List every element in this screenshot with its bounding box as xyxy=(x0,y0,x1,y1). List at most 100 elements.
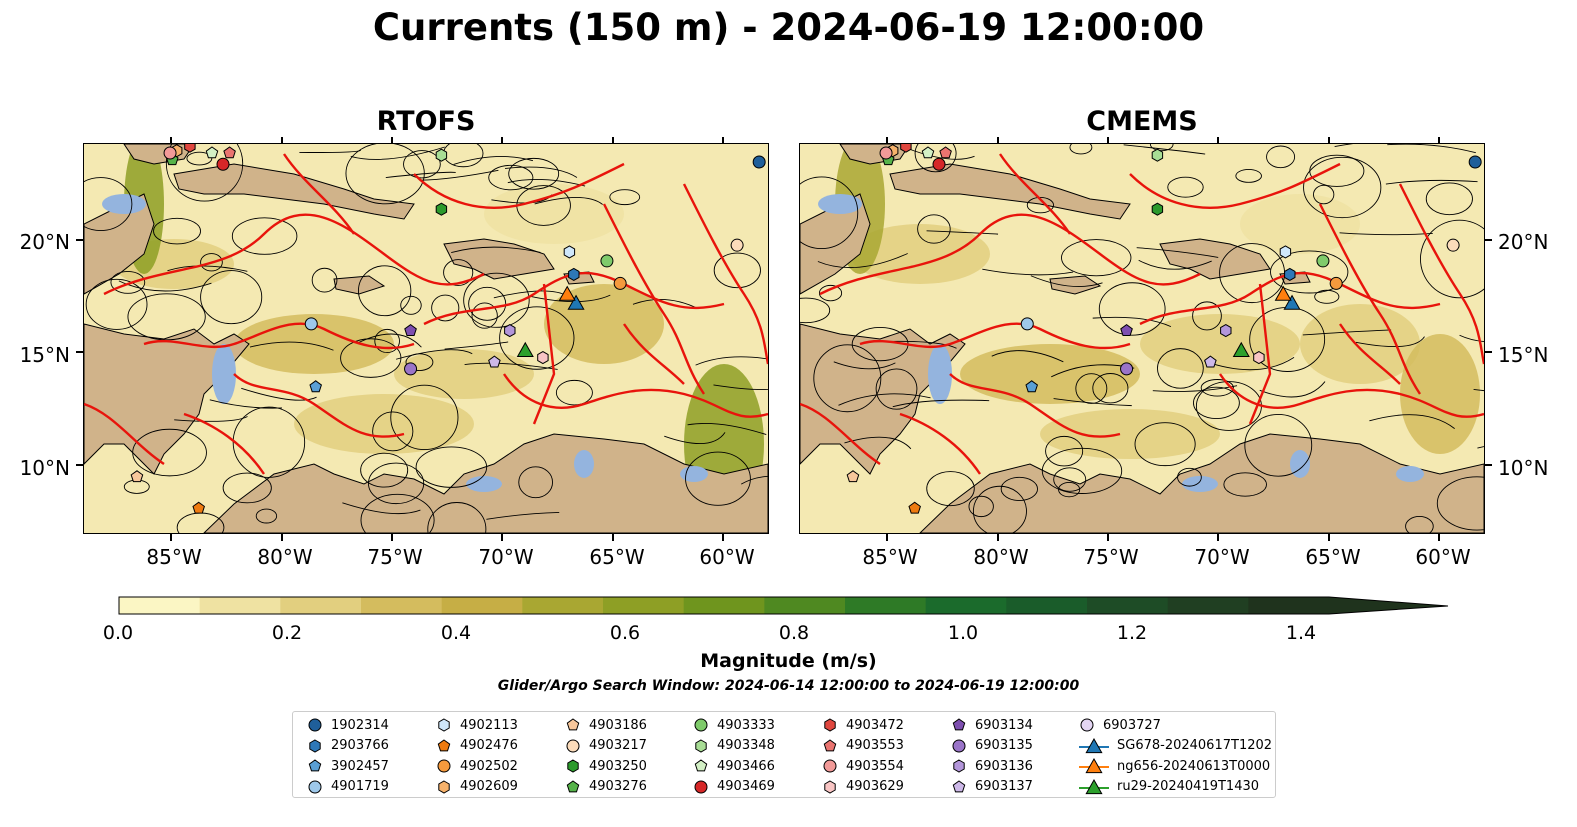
streamline xyxy=(368,462,425,505)
marker-4903554 xyxy=(163,146,177,160)
streamline xyxy=(85,278,148,330)
colorbar-tick-5: 1.0 xyxy=(947,622,979,644)
streamline xyxy=(740,475,768,485)
boundary-line xyxy=(413,162,625,209)
streamline xyxy=(1200,379,1234,397)
marker-6903134 xyxy=(404,323,417,336)
axis-tick xyxy=(170,534,173,541)
lon-label-80w-right: 80°W xyxy=(973,545,1029,569)
lon-label-70w-right: 70°W xyxy=(1194,545,1250,569)
legend-label: 4902609 xyxy=(460,779,518,794)
axis-tick xyxy=(721,137,724,143)
marker-4903250 xyxy=(1151,202,1164,216)
axis-tick xyxy=(886,534,889,541)
marker-4901719 xyxy=(1020,317,1034,331)
water-body xyxy=(680,466,708,482)
colorbar-segment xyxy=(280,597,362,614)
legend-marker-circle xyxy=(694,780,708,793)
colorbar-segment xyxy=(683,597,765,614)
water-body xyxy=(1182,476,1218,492)
streamline xyxy=(713,252,761,289)
streamline xyxy=(1334,144,1354,147)
legend: 1902314 2903766 3902457 4901719 4902113 49024… xyxy=(292,711,1276,798)
legend-item-ru29-20240419t1430: ru29-20240419T1430 xyxy=(1079,777,1259,797)
legend-item-4903186: 4903186 xyxy=(565,715,647,735)
magnitude-patch xyxy=(1240,194,1360,254)
colorbar-segment xyxy=(199,597,281,614)
map-canvas xyxy=(800,144,1484,533)
streamline xyxy=(132,428,207,477)
streamline xyxy=(415,446,488,488)
streamline xyxy=(632,299,699,310)
marker-6903135 xyxy=(1120,362,1134,376)
marker-4903348 xyxy=(1151,148,1164,162)
streamline xyxy=(917,214,951,244)
streamline xyxy=(1041,447,1123,494)
legend-marker-pentagon xyxy=(694,759,708,772)
streamline xyxy=(695,356,768,366)
lon-label-60w-right: 60°W xyxy=(1415,545,1471,569)
axis-tick xyxy=(280,137,283,143)
colorbar-tick-2: 0.4 xyxy=(440,622,472,644)
marker-6903135 xyxy=(404,362,418,376)
legend-item-4903250: 4903250 xyxy=(565,756,647,776)
streamline xyxy=(372,411,414,452)
streamline xyxy=(342,502,421,515)
streamline xyxy=(1177,467,1202,487)
legend-marker-triangle xyxy=(1079,737,1109,753)
streamline xyxy=(110,270,146,294)
legend-marker-triangle xyxy=(1079,758,1109,774)
streamline xyxy=(1075,373,1108,404)
streamline xyxy=(468,286,507,321)
streamline xyxy=(914,144,957,173)
streamline xyxy=(400,295,422,315)
axis-tick xyxy=(1217,137,1220,143)
water-body xyxy=(466,476,502,492)
streamline xyxy=(1244,413,1313,477)
marker-4903553 xyxy=(223,146,236,159)
contour-boundaries xyxy=(84,153,768,475)
colorbar-segment xyxy=(361,597,443,614)
legend-label: 4902113 xyxy=(460,717,518,733)
streamline xyxy=(499,306,575,370)
axis-tick xyxy=(1217,534,1220,541)
marker-4903333 xyxy=(600,254,614,268)
axis-tick xyxy=(1327,137,1330,143)
yucatan-land xyxy=(800,193,871,295)
water-body xyxy=(1396,466,1424,482)
lon-label-85w-right: 85°W xyxy=(862,545,918,569)
streamline xyxy=(1123,144,1206,155)
legend-marker-pentagon xyxy=(566,779,580,792)
boundary-line xyxy=(1339,323,1401,385)
marker-4903186 xyxy=(846,470,860,483)
streamline xyxy=(299,149,362,153)
colorbar-segment xyxy=(522,597,604,614)
streamline xyxy=(713,384,768,390)
streamline xyxy=(1339,232,1433,236)
streamline xyxy=(1053,467,1087,492)
lon-label-80w-left: 80°W xyxy=(257,545,313,569)
axis-tick xyxy=(886,137,889,143)
streamline xyxy=(1405,516,1434,533)
legend-marker-pentagon xyxy=(437,738,451,751)
streamline xyxy=(1459,334,1484,342)
legend-marker-hexagon xyxy=(824,779,836,794)
colorbar-segment xyxy=(845,597,927,614)
marker-4903217 xyxy=(730,238,744,252)
marker-sg678-20240617t1202 xyxy=(1283,294,1301,310)
streamline xyxy=(982,268,1074,276)
legend-marker-circle xyxy=(437,759,451,773)
figure-title: Currents (150 m) - 2024-06-19 12:00:00 xyxy=(372,6,1205,49)
legend-marker-pentagon xyxy=(823,738,837,751)
legend-item-4903466: 4903466 xyxy=(693,756,775,776)
legend-marker-pentagon xyxy=(952,718,966,731)
marker-ng656-20240613t0000 xyxy=(558,285,576,301)
streamline xyxy=(231,217,298,255)
water-body xyxy=(1290,450,1310,478)
streamline xyxy=(972,485,1027,533)
axis-tick xyxy=(76,351,83,354)
streamline xyxy=(311,267,338,293)
water-body xyxy=(928,344,952,404)
streamline xyxy=(1030,275,1103,287)
legend-item-sg678-20240617t1202: SG678-20240617T1202 xyxy=(1079,736,1272,756)
